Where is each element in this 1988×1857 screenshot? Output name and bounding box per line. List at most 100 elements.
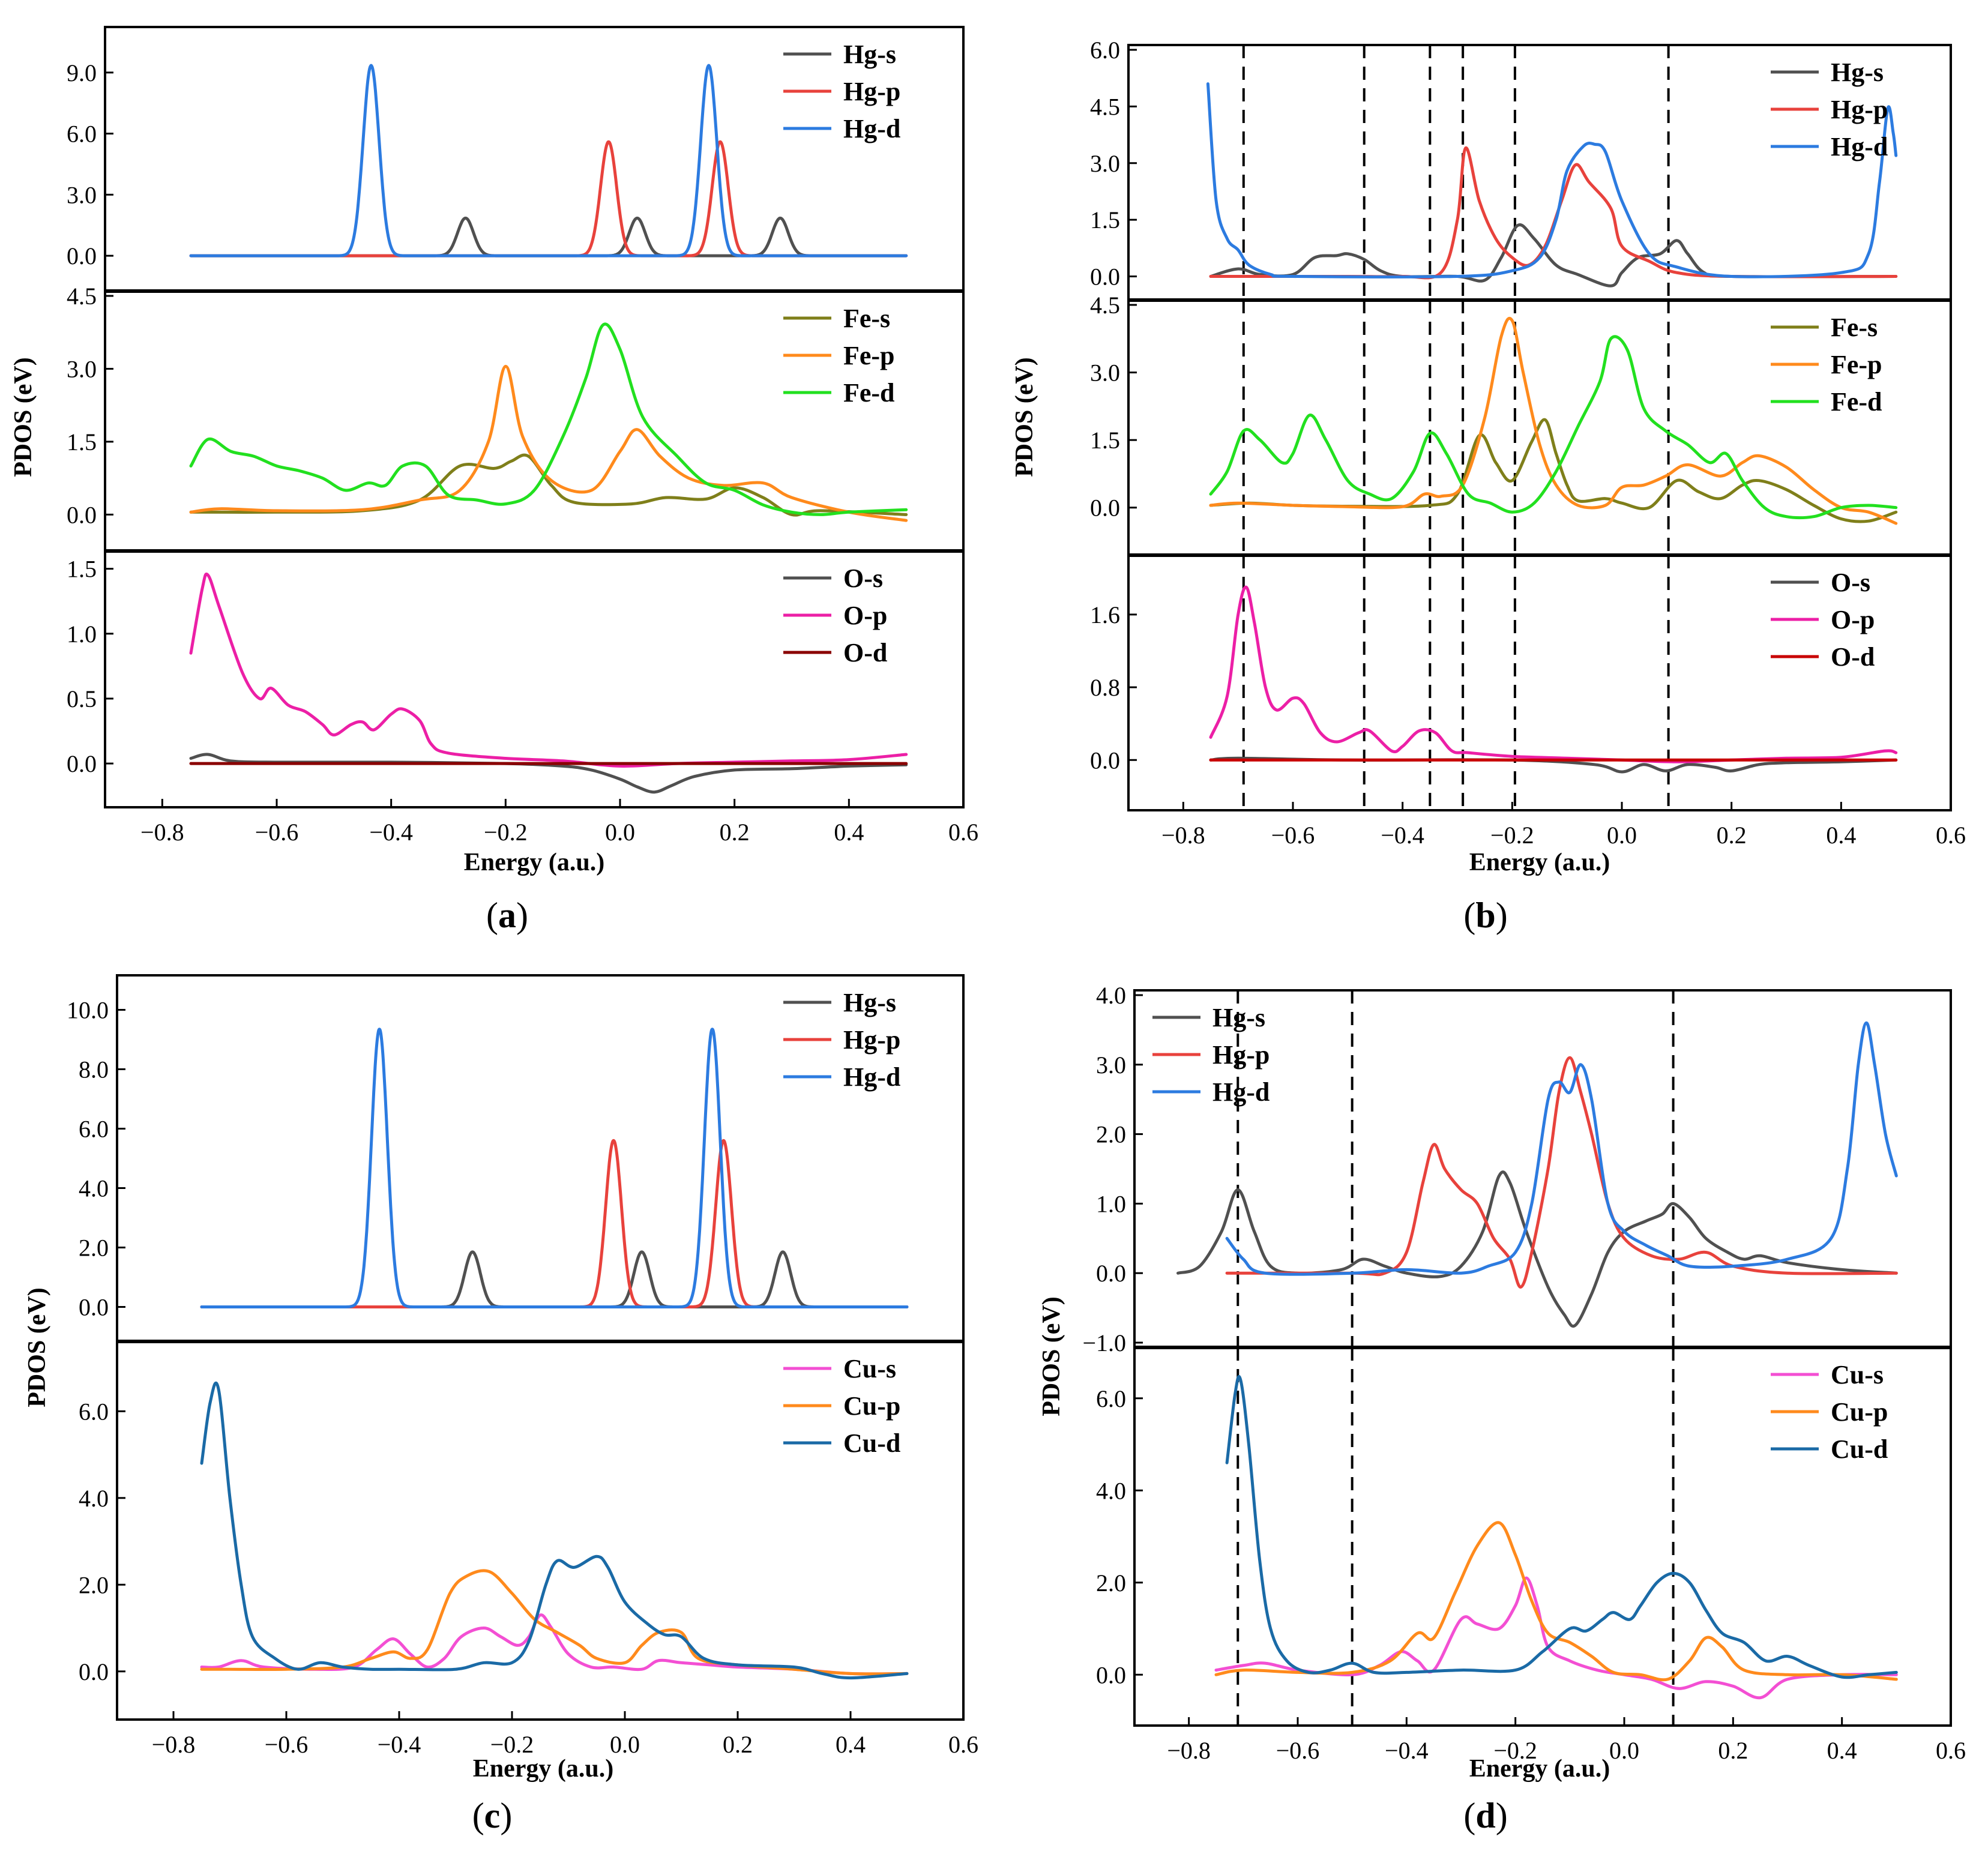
- y-tick-label: 1.5: [1090, 427, 1120, 454]
- panel-d-chart: −1.0 0.0 1.0 2.0 3.0 4.0 Hg-s Hg-p Hg-d 0.0 2.0 4.0…: [1038, 982, 1966, 1835]
- x-tick-label: −0.2: [1490, 822, 1534, 849]
- series-line-hg-s: [200, 1250, 909, 1308]
- legend-label: Fe-d: [843, 378, 895, 408]
- y-tick-label: 2.0: [1096, 1570, 1126, 1597]
- subplot-a-1: 0.0 3.0 6.0 9.0 Hg-s Hg-p Hg-d: [67, 40, 908, 269]
- y-tick-label: 3.0: [1090, 150, 1120, 177]
- y-tick-label: 10.0: [67, 997, 109, 1024]
- x-axis-label: Energy (a.u.): [1469, 1755, 1610, 1783]
- y-tick-label: 0.0: [1090, 747, 1120, 774]
- legend-label: Hg-p: [843, 1025, 900, 1055]
- y-tick-label: 0.0: [79, 1658, 109, 1685]
- legend-label: Fe-s: [1831, 313, 1878, 342]
- legend-label: Cu-d: [843, 1428, 900, 1458]
- y-tick-label: 3.0: [67, 181, 97, 208]
- x-axis-label: Energy (a.u.): [473, 1755, 614, 1783]
- y-tick-label: 4.0: [1096, 982, 1126, 1009]
- x-tick-label: 0.6: [1936, 822, 1966, 849]
- plot-frame: [104, 26, 965, 808]
- subplot-d-1: −1.0 0.0 1.0 2.0 3.0 4.0 Hg-s Hg-p Hg-d: [1082, 982, 1898, 1356]
- subplot-d-2: 0.0 2.0 4.0 6.0 Cu-s Cu-p Cu-d: [1096, 1346, 1951, 1726]
- legend-label: Hg-s: [843, 40, 896, 69]
- y-tick-label: 0.8: [1090, 674, 1120, 701]
- y-tick-label: 1.5: [67, 429, 97, 456]
- legend-label: Cu-d: [1831, 1434, 1888, 1464]
- x-tick-label: −0.6: [1276, 1737, 1320, 1764]
- x-axis-label: Energy (a.u.): [1469, 849, 1610, 876]
- legend-label: O-d: [1831, 642, 1875, 672]
- series-line-fe-d: [189, 322, 908, 516]
- series-line-hg-p: [189, 140, 908, 257]
- series-line-hg-d: [200, 1028, 909, 1308]
- series-line-fe-p: [1209, 316, 1898, 525]
- panel-label: (d): [1463, 1796, 1507, 1835]
- panel-label: (b): [1463, 895, 1507, 935]
- y-tick-label: 6.0: [79, 1398, 109, 1425]
- y-axis-label: PDOS (eV): [1038, 1296, 1065, 1416]
- subplot-b-2: 0.0 1.5 3.0 4.5 Fe-s Fe-p Fe-d: [1090, 292, 1951, 555]
- subplot-a-3: 0.0 0.5 1.0 1.5 O-s O-p O-d: [67, 549, 963, 794]
- y-tick-label: 3.0: [67, 355, 97, 382]
- x-tick-label: −0.6: [1271, 822, 1315, 849]
- legend-label: Hg-p: [1831, 95, 1888, 124]
- legend-label: Fe-s: [843, 304, 890, 333]
- x-tick-label: 0.2: [1718, 1737, 1748, 1764]
- subplot-c-1: 0.0 2.0 4.0 6.0 8.0 10.0 Hg-s Hg-p Hg-d: [67, 988, 909, 1321]
- series-line-hg-s: [1176, 1170, 1898, 1328]
- y-tick-label: 0.0: [67, 750, 97, 777]
- series-line-cu-p: [1214, 1521, 1898, 1682]
- y-tick-label: 4.0: [79, 1175, 109, 1202]
- series-line-fe-s: [1209, 418, 1898, 523]
- legend-label: Cu-p: [1831, 1397, 1888, 1427]
- x-tick-label: 0.4: [1826, 822, 1856, 849]
- x-tick-label: −0.6: [265, 1731, 309, 1758]
- x-tick-label: −0.2: [490, 1731, 534, 1758]
- y-tick-label: 1.6: [1090, 601, 1120, 628]
- subplot-a-2: 0.0 1.5 3.0 4.5 Fe-s Fe-p Fe-d: [67, 283, 963, 528]
- x-tick-label: 0.0: [610, 1731, 640, 1758]
- y-tick-label: 1.0: [1096, 1190, 1126, 1217]
- x-tick-label: −0.2: [484, 819, 528, 846]
- legend-label: Hg-s: [843, 988, 896, 1017]
- y-tick-label: 9.0: [67, 59, 97, 86]
- y-tick-label: 1.5: [1090, 206, 1120, 233]
- x-tick-label: 0.2: [720, 819, 750, 846]
- x-tick-label: 0.0: [605, 819, 635, 846]
- y-tick-label: 4.5: [67, 283, 97, 310]
- legend-label: Hg-d: [1831, 132, 1888, 161]
- legend-label: Hg-p: [1212, 1040, 1270, 1070]
- x-tick-label: 0.4: [834, 819, 864, 846]
- x-tick-label: 0.0: [1609, 1737, 1639, 1764]
- plot-frame: [1127, 44, 1952, 811]
- x-tick-label: 0.6: [948, 1731, 978, 1758]
- x-tick-label: 0.6: [1936, 1737, 1966, 1764]
- panel-label: (a): [486, 895, 528, 935]
- y-tick-label: 6.0: [79, 1116, 109, 1143]
- y-tick-label: 0.0: [67, 501, 97, 528]
- x-tick-label: 0.2: [723, 1731, 753, 1758]
- y-tick-label: 0.0: [1090, 495, 1120, 522]
- legend-label: Cu-s: [843, 1354, 896, 1383]
- y-tick-label: 4.0: [1096, 1477, 1126, 1504]
- legend-label: Hg-p: [843, 77, 900, 106]
- y-tick-label: 0.5: [67, 685, 97, 712]
- panel-c-chart: 0.0 2.0 4.0 6.0 8.0 10.0 Hg-s Hg-p Hg-d 0.0 2.0 4.0…: [23, 974, 978, 1835]
- legend-label: Cu-p: [843, 1391, 900, 1421]
- x-tick-label: −0.8: [1167, 1737, 1211, 1764]
- legend-label: Fe-p: [843, 341, 895, 370]
- x-tick-label: −0.8: [152, 1731, 196, 1758]
- x-tick-label: −0.2: [1493, 1737, 1537, 1764]
- series-line-cu-s: [200, 1613, 909, 1676]
- series-line-cu-d: [1225, 1374, 1898, 1679]
- series-line-cu-s: [1214, 1576, 1898, 1700]
- legend-label: Hg-d: [1212, 1077, 1270, 1107]
- legend-label: Hg-s: [1212, 1003, 1265, 1032]
- y-tick-label: 4.5: [1090, 93, 1120, 120]
- panel-a-chart: 0.0 3.0 6.0 9.0 Hg-s Hg-p Hg-d 0.0 1.5 3.0 4.5 Fe-s…: [10, 26, 978, 935]
- series-line-hg-p: [200, 1139, 909, 1308]
- x-tick-label: −0.4: [1385, 1737, 1429, 1764]
- y-tick-label: 2.0: [79, 1235, 109, 1262]
- plot-frame: [116, 974, 965, 1721]
- y-tick-label: 4.0: [79, 1485, 109, 1512]
